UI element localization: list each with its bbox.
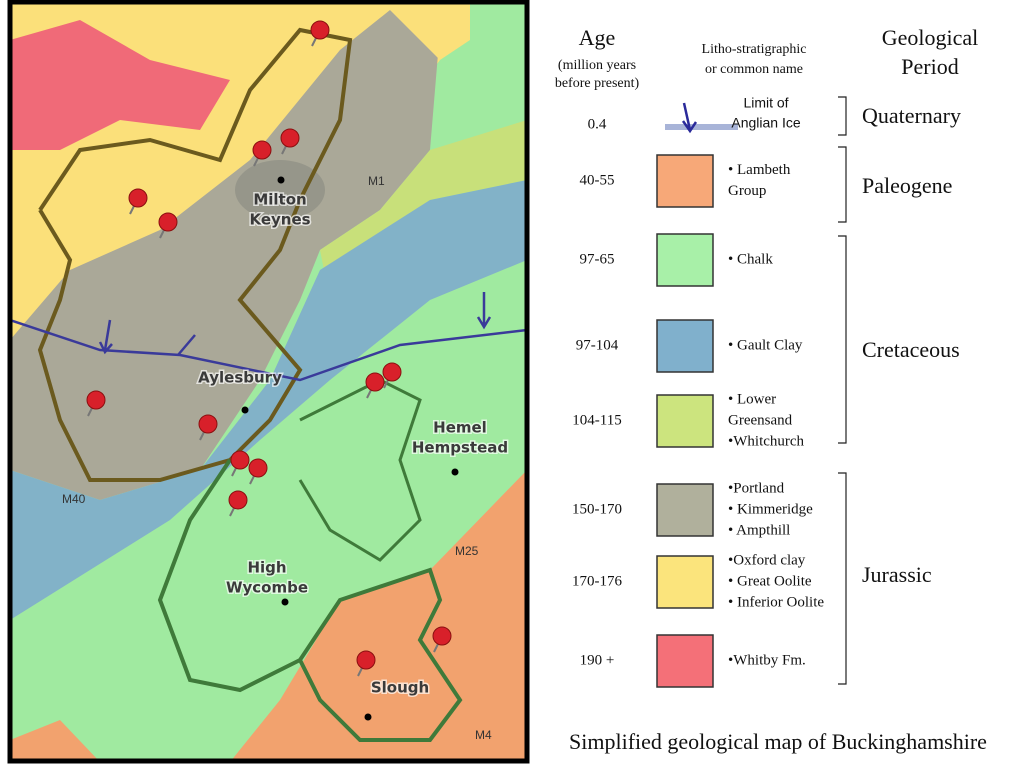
age-label: 104-115 [572, 412, 621, 428]
legend-name: •Whitby Fm. [728, 652, 806, 668]
road-label: M4 [475, 728, 492, 742]
town-label: Keynes [249, 211, 310, 229]
age-header: Age [579, 25, 616, 50]
county-boundary [37, 27, 353, 482]
legend-name: Anglian Ice [731, 115, 800, 131]
legend-name: • Kimmeridge [728, 501, 813, 517]
legend-name: Limit of [743, 95, 788, 111]
age-note: (million years [558, 58, 636, 73]
legend-name: • Gault Clay [728, 337, 803, 353]
town-label: Hempstead [412, 439, 508, 457]
age-label: 0.4 [588, 116, 607, 132]
legend-name: •Portland [728, 480, 785, 496]
pin-head [198, 414, 218, 434]
map-frame [7, 0, 530, 764]
legend-name: Greensand [728, 412, 793, 428]
road-label: M40 [62, 492, 86, 506]
pin-head [86, 390, 106, 410]
pin-head [365, 372, 385, 392]
period-bracket [838, 146, 847, 223]
pin-head [356, 650, 376, 670]
name-header: or common name [705, 62, 803, 77]
town-label: Slough [371, 679, 429, 697]
pin-head [158, 212, 178, 232]
age-label: 170-176 [572, 573, 622, 589]
road-label: M25 [455, 544, 479, 558]
age-label: 150-170 [572, 501, 622, 517]
age-label: 40-55 [580, 172, 615, 188]
town-label: Milton [253, 191, 306, 209]
pin-head [228, 490, 248, 510]
age-label: 97-104 [576, 337, 619, 353]
legend-name: •Whitchurch [728, 433, 805, 449]
period-bracket [838, 235, 847, 444]
greensand-area [320, 120, 527, 300]
pin-head [128, 188, 148, 208]
age-label: 97-65 [580, 251, 615, 267]
legend-swatch [656, 233, 714, 287]
legend-swatch [656, 154, 714, 208]
age-note: before present) [555, 76, 640, 91]
legend-name: Group [728, 183, 766, 199]
period-bracket [838, 472, 847, 685]
legend-swatch [656, 394, 714, 448]
legend-swatch [656, 319, 714, 373]
legend-name: • Lower [728, 391, 776, 407]
ice-limit [10, 318, 527, 382]
ice-arrow [98, 292, 492, 356]
caption: Simplified geological map of Buckinghams… [569, 729, 987, 754]
legend-name: •Oxford clay [728, 552, 806, 568]
county-boundary [157, 458, 463, 742]
map: Milton Keynes Aylesbury Hemel Hempstead High W… [10, 0, 527, 762]
age-label: 190 + [580, 652, 615, 668]
town-dot [281, 598, 289, 606]
period-header: Geological [882, 25, 979, 50]
legend-name: • Inferior Oolite [728, 594, 824, 610]
ice-arrow [681, 102, 698, 134]
legend-swatch [656, 555, 714, 609]
legend-name: • Chalk [728, 251, 773, 267]
pin-head [248, 458, 268, 478]
town-dot [364, 713, 372, 721]
period-label: Paleogene [862, 173, 952, 198]
town-label: High [247, 559, 286, 577]
pin-head [230, 450, 250, 470]
lambeth-area [10, 720, 100, 762]
pin-head [432, 626, 452, 646]
name-header: Litho-stratigraphic [702, 42, 807, 57]
legend-swatch [656, 634, 714, 688]
pin-head [280, 128, 300, 148]
pin-head [252, 140, 272, 160]
town-label: Hemel [433, 419, 487, 437]
oolite-area [380, 0, 470, 60]
town-label: Aylesbury [198, 369, 282, 387]
legend-name: • Ampthill [728, 522, 790, 538]
period-label: Quaternary [862, 103, 961, 128]
legend-name: • Great Oolite [728, 573, 812, 589]
period-header: Period [901, 54, 958, 79]
period-label: Jurassic [862, 562, 932, 587]
pin-head [310, 20, 330, 40]
gault-area [10, 180, 527, 620]
town-dot [241, 406, 249, 414]
town-dot [451, 468, 459, 476]
town-dot [277, 176, 285, 184]
road-label: M1 [368, 174, 385, 188]
town-label: Wycombe [226, 579, 308, 597]
whitby-area [10, 20, 230, 150]
urban-area [235, 160, 325, 220]
period-bracket [838, 96, 847, 136]
legend-name: • Lambeth [728, 162, 791, 178]
legend-swatch [656, 483, 714, 537]
period-label: Cretaceous [862, 337, 960, 362]
pin-head [382, 362, 402, 382]
